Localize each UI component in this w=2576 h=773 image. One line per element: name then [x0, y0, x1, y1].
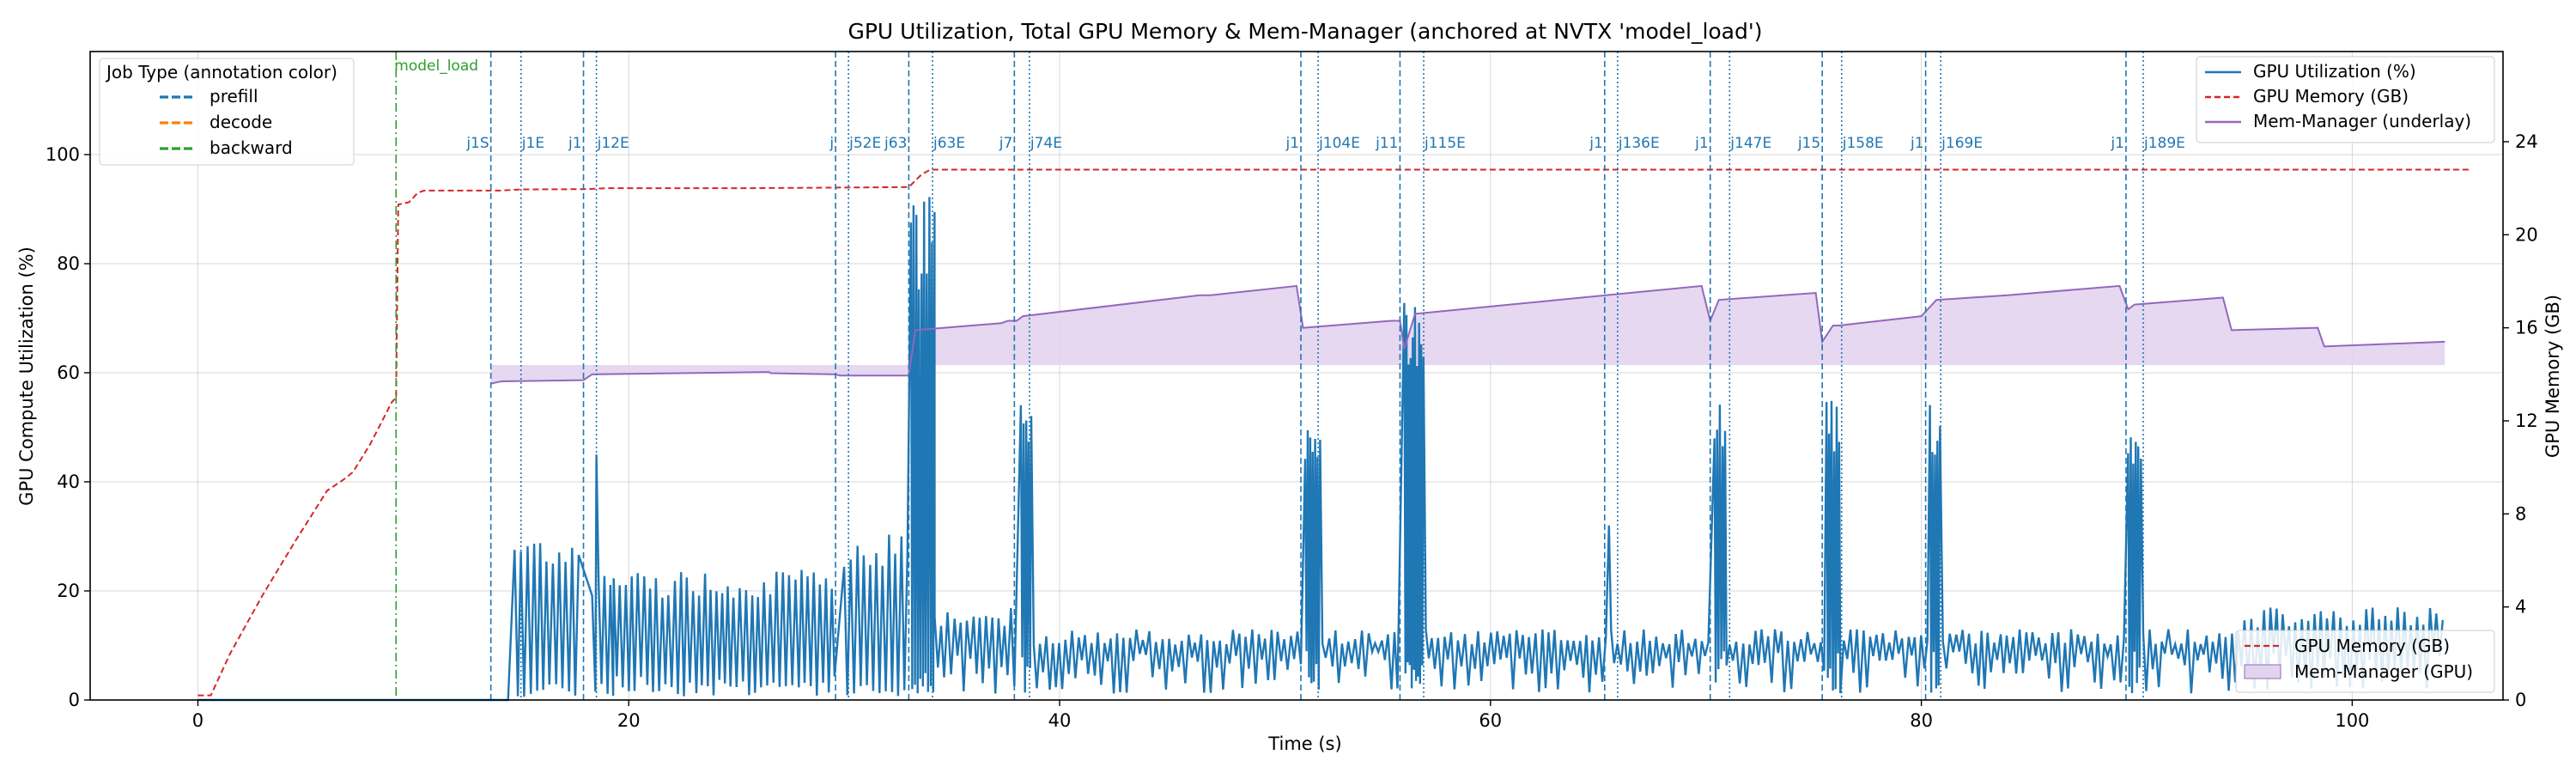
job-end-label: j74E: [1030, 135, 1062, 152]
job-start-label: j1: [1589, 135, 1603, 152]
job-start-label: j1: [1694, 135, 1709, 152]
memmgr-layer: [490, 284, 2445, 385]
x-tick-label: 80: [1910, 710, 1933, 731]
y-axis-label-right: GPU Memory (GB): [2543, 295, 2563, 458]
memory-layer: [197, 168, 2471, 697]
job-end-label: j136E: [1618, 135, 1660, 152]
job-start-label: j: [829, 135, 834, 152]
job-start-label: j1: [568, 135, 582, 152]
job-start-label: j15: [1797, 135, 1820, 152]
job-end-label: j189E: [2143, 135, 2185, 152]
y-tick-label-right: 20: [2515, 224, 2538, 245]
util-layer: [197, 197, 2444, 702]
job-end-label: j63E: [933, 135, 965, 152]
y-tick-label-left: 100: [46, 144, 80, 165]
legend-series-entry: GPU Memory (GB): [2253, 86, 2409, 107]
x-tick-label: 20: [617, 710, 641, 731]
y-tick-label-left: 60: [57, 362, 80, 383]
x-tick-label: 40: [1048, 710, 1072, 731]
legend-series-entry: GPU Utilization (%): [2253, 61, 2416, 82]
y-axis-label-left: GPU Compute Utilization (%): [16, 247, 37, 506]
anchor-label: model_load: [394, 58, 478, 75]
gpu-memory-line: [197, 168, 2471, 697]
job-end-label: j169E: [1941, 135, 1983, 152]
y-tick-label-left: 20: [57, 581, 80, 601]
legend-jobtype-box: [99, 58, 355, 166]
memmgr-fill-layer: [490, 285, 2445, 384]
legend-jobtype-entry: backward: [210, 137, 293, 158]
legend-layer: Job Type (annotation color) prefill decode…: [99, 56, 2495, 693]
legend-memory-box: [2235, 630, 2495, 693]
gpu-utilization-line: [197, 197, 2444, 702]
job-start-label: j1S: [465, 135, 489, 152]
y-tick-label-right: 0: [2515, 690, 2526, 710]
y-tick-label-right: 8: [2515, 503, 2526, 524]
job-start-label: j1: [1910, 135, 1924, 152]
x-axis-label: Time (s): [1267, 733, 1341, 754]
x-tick-label: 100: [2335, 710, 2369, 731]
job-end-label: j12E: [597, 135, 629, 152]
job-marker-layer: model_load j1S j1E j1 j12E j j52E j63 j63E j7 j74E…: [394, 52, 2185, 700]
x-tick-label: 60: [1479, 710, 1502, 731]
plot-frame: [89, 51, 2504, 701]
memmgr-line: [490, 284, 2445, 385]
job-end-label: j115E: [1424, 135, 1466, 152]
y-tick-label-left: 40: [57, 472, 80, 492]
axes-layer: 0 20 40 60 80 100 0 20 40 60 80 100 0 4 8 12 16 20 24: [46, 51, 2538, 731]
memmgr-fill-area: [490, 285, 2445, 384]
chart-title: GPU Utilization, Total GPU Memory & Mem-…: [848, 19, 1762, 44]
job-start-label: j63: [884, 135, 907, 152]
y-tick-label-left: 0: [69, 690, 80, 710]
legend-jobtype-entry: decode: [210, 112, 272, 132]
y-tick-label-right: 24: [2515, 131, 2538, 152]
job-end-label: j52E: [848, 135, 881, 152]
x-tick-label: 0: [192, 710, 204, 731]
job-end-label: j1E: [521, 135, 544, 152]
legend-jobtype-entry: prefill: [210, 86, 258, 107]
job-start-label: j1: [1285, 135, 1299, 152]
job-start-label: j7: [999, 135, 1013, 152]
legend-memory-entry: GPU Memory (GB): [2294, 636, 2450, 656]
job-start-label: j1: [2110, 135, 2124, 152]
job-start-label: j11: [1375, 135, 1398, 152]
job-end-label: j158E: [1842, 135, 1884, 152]
legend-memmgr-swatch: [2244, 664, 2281, 679]
legend-series-box: [2196, 56, 2495, 143]
y-tick-label-right: 12: [2515, 411, 2538, 431]
legend-series-entry: Mem-Manager (underlay): [2253, 111, 2471, 131]
job-end-label: j104E: [1318, 135, 1360, 152]
y-tick-label-right: 4: [2515, 597, 2526, 618]
legend-jobtype-title: Job Type (annotation color): [105, 62, 337, 82]
job-end-label: j147E: [1729, 135, 1771, 152]
y-tick-label-right: 16: [2515, 318, 2538, 338]
legend-memmgr-entry: Mem-Manager (GPU): [2294, 661, 2473, 682]
y-tick-label-left: 80: [57, 253, 80, 274]
